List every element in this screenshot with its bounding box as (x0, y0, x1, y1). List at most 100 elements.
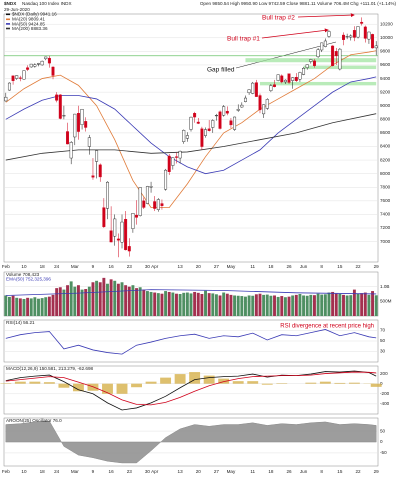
volume-bar (317, 294, 320, 316)
y-tick-label: -50 (380, 450, 387, 455)
x-tick-label: 27 (214, 469, 220, 474)
candle-body (106, 182, 109, 208)
volume-bar (331, 292, 334, 316)
volume-bar (364, 293, 367, 316)
x-tick-label: 15 (337, 264, 343, 269)
volume-bar (55, 288, 58, 316)
candle-body (52, 67, 55, 75)
volume-bar (179, 294, 182, 316)
x-tick-label: 20 (196, 469, 202, 474)
candle-body (84, 121, 87, 127)
candle-body (132, 213, 135, 228)
candle-body (291, 78, 294, 81)
x-tick-label: 18 (268, 469, 274, 474)
volume-bar (233, 295, 236, 316)
candle-body (182, 130, 185, 142)
candle-body (37, 63, 40, 64)
histogram-bar (160, 378, 171, 384)
candle-body (284, 80, 287, 82)
candle-body (310, 59, 313, 61)
volume-bar (52, 295, 55, 316)
volume-bar (59, 287, 62, 316)
candle-body (375, 46, 378, 48)
volume-bar (131, 285, 134, 316)
candle-body (212, 120, 215, 127)
volume-bar (240, 296, 243, 316)
legend-entry: MA(200) 8883.36 (12, 26, 48, 31)
candle-body (41, 61, 44, 65)
candle-body (360, 22, 363, 23)
y-tick-label: 50 (380, 428, 386, 433)
candle-body (44, 57, 47, 59)
candle-body (237, 109, 240, 110)
y-tick-label: 9800 (380, 49, 391, 54)
y-tick-label: 9400 (380, 76, 391, 81)
candle-body (302, 68, 305, 74)
x-tick-label: 29 (374, 264, 380, 269)
volume-bar (121, 282, 124, 316)
volume-bar (92, 282, 95, 316)
volume-bar (295, 295, 298, 316)
volume-bar (375, 295, 378, 316)
candle-body (157, 199, 160, 209)
x-tick-label: 26 (286, 469, 292, 474)
volume-bar (284, 297, 287, 316)
y-tick-label: 7000 (380, 239, 391, 244)
volume-bar (70, 281, 73, 316)
x-tick-label: 30 (145, 264, 151, 269)
volume-bar (153, 293, 156, 316)
candle-body (5, 97, 8, 101)
histogram-bar (0, 383, 11, 384)
panel-label: MACD(12,26,9) 150.581, 213.279, -62.698 (6, 366, 94, 371)
x-tick-label: Apr (151, 469, 159, 474)
x-tick-label: 8 (320, 469, 323, 474)
histogram-bar (88, 384, 99, 391)
y-tick-label: 8200 (380, 157, 391, 162)
x-tick-label: 26 (286, 264, 292, 269)
x-tick-label: Apr (151, 264, 159, 269)
candle-body (204, 130, 207, 136)
candle-body (103, 208, 106, 227)
volume-bar (371, 291, 374, 316)
highlight-band (260, 82, 376, 85)
volume-bar (146, 291, 149, 316)
histogram-bar (276, 383, 287, 384)
volume-bar (229, 295, 232, 316)
candle-body (30, 64, 33, 67)
volume-bar (197, 293, 200, 316)
candle-body (219, 112, 222, 129)
index-name: Nasdaq 100 Index INDX (22, 1, 72, 6)
volume-bar (367, 295, 370, 316)
volume-bar (30, 298, 33, 316)
volume-bar (360, 293, 363, 316)
annotation: Bull trap #2 (262, 15, 295, 22)
x-tick-label: 27 (214, 264, 220, 269)
volume-bar (357, 294, 360, 316)
volume-bar (41, 298, 44, 316)
y-tick-label: 8400 (380, 144, 391, 149)
candle-body (255, 83, 258, 97)
candle-body (113, 219, 116, 236)
y-tick-label: 1.0B (380, 284, 389, 289)
candle-body (55, 95, 58, 101)
volume-bar (244, 297, 247, 316)
y-tick-label: -400 (380, 401, 390, 406)
y-tick-label: 70 (380, 328, 386, 333)
volume-bar (182, 293, 185, 316)
candle-body (201, 129, 204, 147)
candle-body (353, 30, 356, 37)
candle-body (193, 113, 196, 117)
candle-body (48, 58, 51, 63)
volume-bar (23, 299, 26, 316)
x-tick-label: 23 (127, 264, 133, 269)
candle-body (288, 74, 291, 83)
volume-bar (309, 295, 312, 316)
x-tick-label: 22 (355, 469, 361, 474)
histogram-bar (247, 381, 258, 384)
x-tick-label: 13 (178, 469, 184, 474)
annotation: Bull trap #1 (227, 36, 260, 43)
candle-body (270, 86, 273, 91)
panel-label: RSI(14) 56.21 (6, 320, 35, 325)
symbol: $NDX (4, 1, 17, 6)
x-tick-label: 8 (320, 264, 323, 269)
